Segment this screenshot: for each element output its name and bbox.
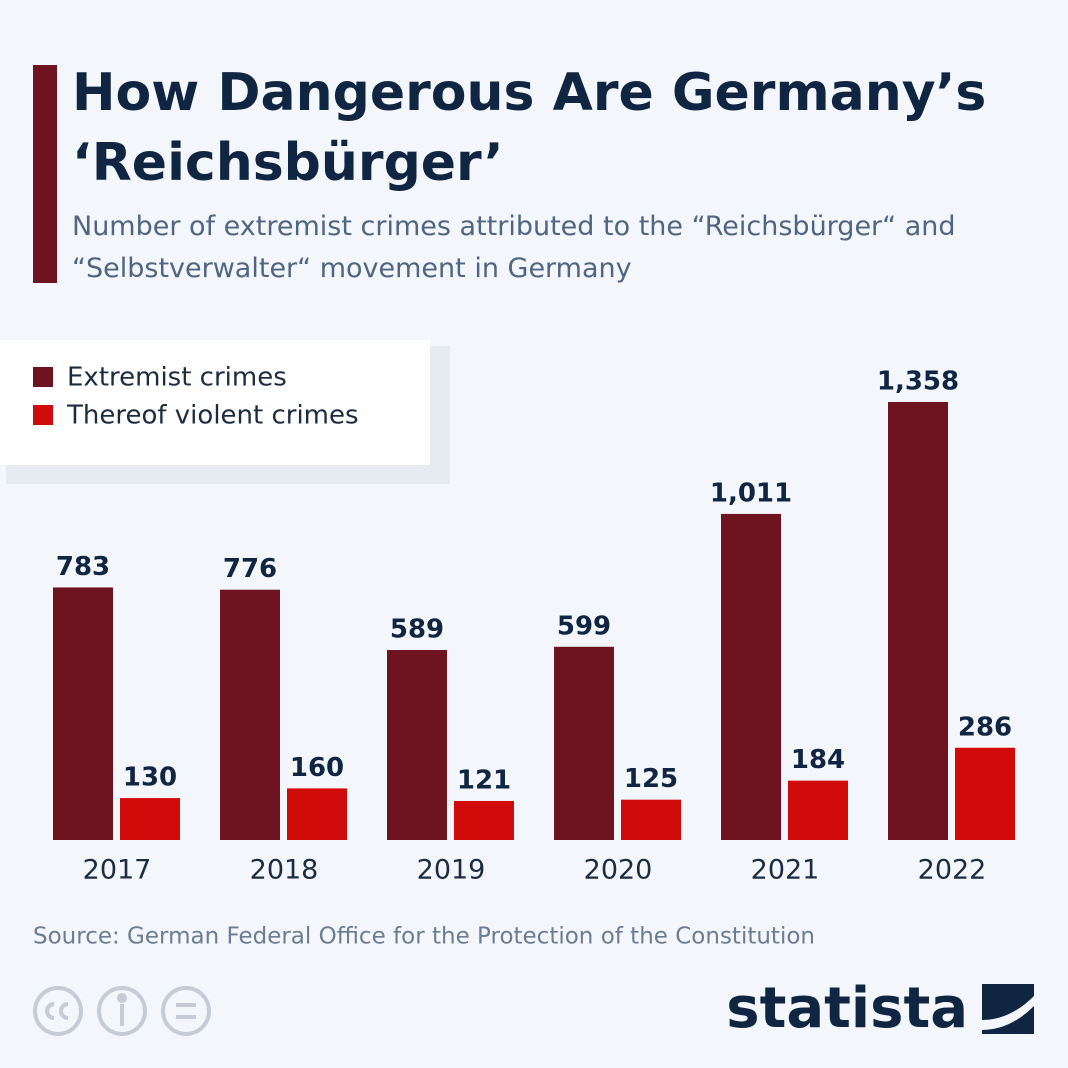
x-tick-label: 2018	[250, 855, 319, 886]
value-label: 160	[290, 753, 344, 783]
legend-swatch	[33, 405, 53, 425]
value-label: 125	[624, 764, 678, 794]
chart-title: How Dangerous Are Germany’s ‘Reichsbürge…	[72, 63, 987, 193]
title-accent	[33, 65, 57, 283]
source: Source: German Federal Office for the Pr…	[33, 924, 815, 950]
value-label: 130	[123, 763, 177, 793]
value-label: 589	[390, 615, 444, 645]
license-icons	[33, 986, 211, 1036]
legend-label: Thereof violent crimes	[66, 401, 359, 431]
x-tick-label: 2021	[751, 855, 820, 886]
bar	[387, 650, 447, 840]
bar	[721, 513, 781, 840]
x-tick-label: 2020	[584, 855, 653, 886]
bar	[554, 646, 614, 840]
bar	[53, 587, 113, 840]
bar	[621, 799, 681, 840]
brand-mark	[982, 984, 1034, 1034]
value-label: 121	[457, 765, 511, 795]
bar	[287, 788, 347, 840]
bar	[220, 589, 280, 840]
bar	[888, 402, 948, 840]
value-label: 184	[791, 745, 845, 775]
value-label: 599	[557, 611, 611, 641]
value-label: 286	[958, 712, 1012, 742]
legend-label: Extremist crimes	[67, 363, 287, 393]
value-label: 1,358	[877, 367, 959, 397]
bar	[788, 780, 848, 840]
x-tick-label: 2019	[417, 855, 486, 886]
x-tick-label: 2022	[918, 855, 987, 886]
value-label: 1,011	[710, 478, 792, 508]
bar	[454, 800, 514, 840]
bar	[955, 747, 1015, 840]
chart-subtitle: Number of extremist crimes attributed to…	[72, 211, 956, 284]
value-label: 776	[223, 554, 277, 584]
x-tick-label: 2017	[83, 855, 152, 886]
legend-swatch	[33, 367, 53, 387]
brand-logo: statista	[726, 976, 968, 1041]
bar	[120, 798, 180, 840]
legend-box	[0, 340, 430, 465]
value-label: 783	[56, 552, 110, 582]
